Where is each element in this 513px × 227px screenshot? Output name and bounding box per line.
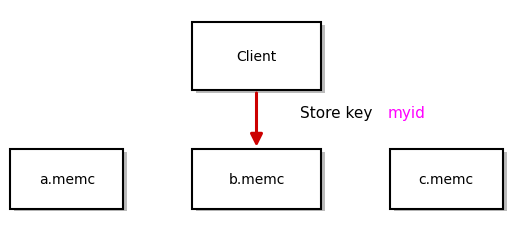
Bar	[196, 153, 325, 212]
Text: a.memc: a.memc	[38, 172, 95, 186]
Bar	[390, 150, 503, 209]
Text: Client: Client	[236, 50, 277, 64]
Bar	[14, 153, 127, 212]
Text: b.memc: b.memc	[228, 172, 285, 186]
Bar	[10, 150, 123, 209]
Bar	[196, 25, 325, 94]
Bar	[192, 23, 321, 91]
Text: myid: myid	[387, 106, 425, 121]
Text: Store key: Store key	[300, 106, 378, 121]
Text: c.memc: c.memc	[419, 172, 474, 186]
Bar	[394, 153, 507, 212]
Bar	[192, 150, 321, 209]
